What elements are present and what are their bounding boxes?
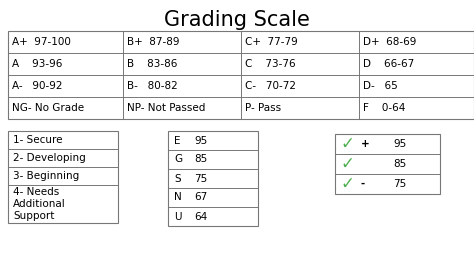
Text: U: U bbox=[174, 212, 182, 221]
Text: B-   80-82: B- 80-82 bbox=[127, 81, 178, 91]
Text: A    93-96: A 93-96 bbox=[12, 59, 63, 69]
Text: 3- Beginning: 3- Beginning bbox=[13, 171, 79, 181]
Text: 75: 75 bbox=[194, 173, 207, 184]
Text: B+  87-89: B+ 87-89 bbox=[127, 37, 180, 47]
Text: 95: 95 bbox=[393, 139, 406, 149]
Text: 75: 75 bbox=[393, 179, 406, 189]
Text: NG- No Grade: NG- No Grade bbox=[12, 103, 84, 113]
Text: P- Pass: P- Pass bbox=[245, 103, 281, 113]
FancyBboxPatch shape bbox=[168, 131, 258, 226]
Text: C    73-76: C 73-76 bbox=[245, 59, 296, 69]
Text: ✓: ✓ bbox=[341, 155, 355, 173]
Text: 67: 67 bbox=[194, 193, 207, 202]
FancyBboxPatch shape bbox=[8, 31, 474, 119]
Text: 85: 85 bbox=[393, 159, 406, 169]
Text: S: S bbox=[174, 173, 181, 184]
Text: N: N bbox=[174, 193, 182, 202]
Text: D+  68-69: D+ 68-69 bbox=[363, 37, 416, 47]
Text: C-   70-72: C- 70-72 bbox=[245, 81, 296, 91]
Text: 1- Secure: 1- Secure bbox=[13, 135, 63, 145]
Text: Grading Scale: Grading Scale bbox=[164, 10, 310, 30]
Text: C+  77-79: C+ 77-79 bbox=[245, 37, 298, 47]
Text: 2- Developing: 2- Developing bbox=[13, 153, 86, 163]
Text: ✓: ✓ bbox=[341, 135, 355, 153]
Text: D-   65: D- 65 bbox=[363, 81, 398, 91]
Text: D    66-67: D 66-67 bbox=[363, 59, 414, 69]
Text: G: G bbox=[174, 155, 182, 164]
Text: +: + bbox=[361, 139, 370, 149]
Text: 95: 95 bbox=[194, 136, 207, 145]
Text: A+  97-100: A+ 97-100 bbox=[12, 37, 71, 47]
Text: F    0-64: F 0-64 bbox=[363, 103, 405, 113]
Text: A-   90-92: A- 90-92 bbox=[12, 81, 63, 91]
Text: 64: 64 bbox=[194, 212, 207, 221]
Text: ✓: ✓ bbox=[341, 175, 355, 193]
Text: NP- Not Passed: NP- Not Passed bbox=[127, 103, 205, 113]
Text: E: E bbox=[174, 136, 181, 145]
FancyBboxPatch shape bbox=[8, 131, 118, 223]
Text: 85: 85 bbox=[194, 155, 207, 164]
Text: -: - bbox=[361, 179, 365, 189]
Text: 4- Needs
Additional
Support: 4- Needs Additional Support bbox=[13, 187, 66, 221]
FancyBboxPatch shape bbox=[335, 134, 440, 194]
Text: B    83-86: B 83-86 bbox=[127, 59, 177, 69]
